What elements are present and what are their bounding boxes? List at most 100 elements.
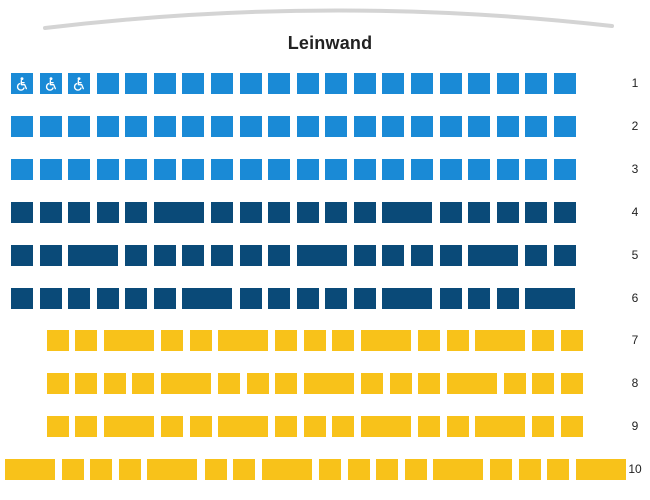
seat[interactable] [182,73,204,94]
wheelchair-seat[interactable] [40,73,62,94]
seat[interactable] [468,288,490,309]
seat[interactable] [161,330,183,351]
seat[interactable] [297,116,319,137]
double-seat[interactable] [475,416,525,437]
seat[interactable] [561,416,583,437]
seat[interactable] [304,416,326,437]
wheelchair-seat[interactable] [68,73,90,94]
seat[interactable] [382,116,404,137]
double-seat[interactable] [182,288,232,309]
seat[interactable] [40,245,62,266]
seat[interactable] [382,245,404,266]
seat[interactable] [418,373,440,394]
seat[interactable] [275,373,297,394]
seat[interactable] [11,116,33,137]
seat[interactable] [440,116,462,137]
double-seat[interactable] [218,330,268,351]
seat[interactable] [125,288,147,309]
double-seat[interactable] [154,202,204,223]
seat[interactable] [440,245,462,266]
seat[interactable] [233,459,255,480]
seat[interactable] [240,202,262,223]
seat[interactable] [275,330,297,351]
seat[interactable] [519,459,541,480]
seat[interactable] [447,330,469,351]
seat[interactable] [532,330,554,351]
seat[interactable] [154,73,176,94]
double-seat[interactable] [447,373,497,394]
seat[interactable] [104,373,126,394]
seat[interactable] [11,288,33,309]
seat[interactable] [297,202,319,223]
seat[interactable] [75,373,97,394]
seat[interactable] [11,202,33,223]
double-seat[interactable] [576,459,626,480]
double-seat[interactable] [475,330,525,351]
seat[interactable] [411,73,433,94]
seat[interactable] [554,159,576,180]
seat[interactable] [240,116,262,137]
double-seat[interactable] [5,459,55,480]
seat[interactable] [97,73,119,94]
seat[interactable] [440,202,462,223]
seat[interactable] [125,73,147,94]
seat[interactable] [547,459,569,480]
seat[interactable] [11,245,33,266]
seat[interactable] [190,416,212,437]
double-seat[interactable] [262,459,312,480]
seat[interactable] [418,416,440,437]
seat[interactable] [211,116,233,137]
seat[interactable] [468,73,490,94]
seat[interactable] [125,116,147,137]
seat[interactable] [47,416,69,437]
seat[interactable] [447,416,469,437]
seat[interactable] [190,330,212,351]
seat[interactable] [411,245,433,266]
seat[interactable] [247,373,269,394]
seat[interactable] [68,202,90,223]
double-seat[interactable] [382,202,432,223]
seat[interactable] [561,373,583,394]
seat[interactable] [554,116,576,137]
seat[interactable] [497,73,519,94]
seat[interactable] [297,288,319,309]
seat[interactable] [75,416,97,437]
seat[interactable] [268,202,290,223]
double-seat[interactable] [68,245,118,266]
seat[interactable] [90,459,112,480]
seat[interactable] [125,245,147,266]
seat[interactable] [554,73,576,94]
double-seat[interactable] [297,245,347,266]
seat[interactable] [211,159,233,180]
seat[interactable] [525,116,547,137]
seat[interactable] [268,73,290,94]
double-seat[interactable] [382,288,432,309]
wheelchair-seat[interactable] [11,73,33,94]
seat[interactable] [182,159,204,180]
seat[interactable] [97,202,119,223]
double-seat[interactable] [433,459,483,480]
seat[interactable] [332,330,354,351]
seat[interactable] [532,373,554,394]
seat[interactable] [319,459,341,480]
seat[interactable] [97,159,119,180]
seat[interactable] [68,116,90,137]
seat[interactable] [240,159,262,180]
double-seat[interactable] [304,373,354,394]
seat[interactable] [125,202,147,223]
seat[interactable] [325,288,347,309]
seat[interactable] [297,73,319,94]
seat[interactable] [211,202,233,223]
seat[interactable] [554,202,576,223]
seat[interactable] [411,159,433,180]
seat[interactable] [354,288,376,309]
double-seat[interactable] [525,288,575,309]
seat[interactable] [525,202,547,223]
seat[interactable] [68,288,90,309]
seat[interactable] [205,459,227,480]
seat[interactable] [182,116,204,137]
seat[interactable] [525,159,547,180]
seat[interactable] [268,159,290,180]
seat[interactable] [268,116,290,137]
seat[interactable] [75,330,97,351]
